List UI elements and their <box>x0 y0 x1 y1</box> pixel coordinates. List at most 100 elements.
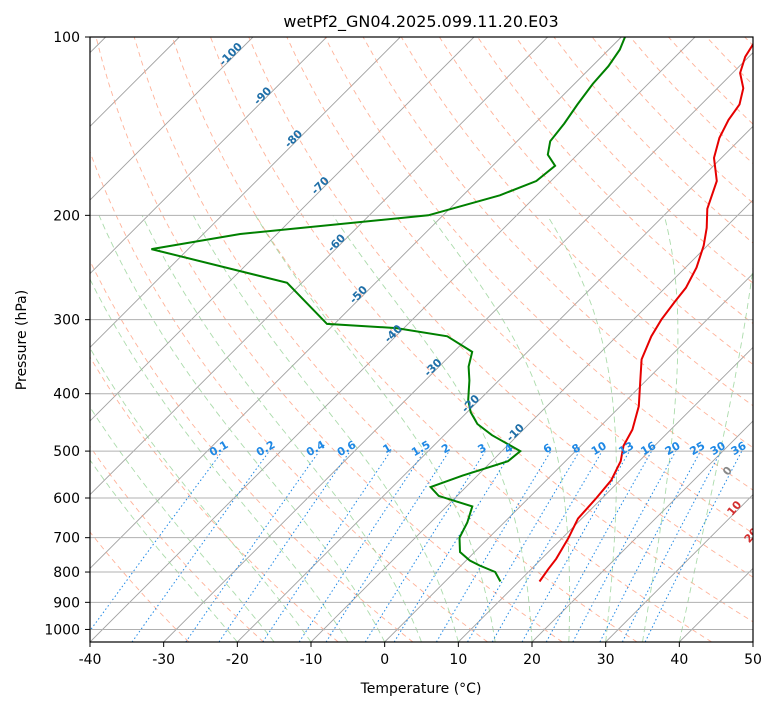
mixing-ratio-label: 1 <box>381 441 394 456</box>
y-axis: 100 200 300 400 500 600 700 800 900 1000 <box>44 30 90 638</box>
mixing-ratio-label: 2 <box>439 441 452 456</box>
mixing-ratio-line <box>90 450 223 632</box>
isotherm-line <box>90 37 401 348</box>
y-tick-label: 500 <box>53 444 80 460</box>
x-tick-label: 30 <box>597 652 615 668</box>
isotherm-label: -70 <box>309 174 332 197</box>
mixing-ratio-line <box>644 450 743 642</box>
moist-adiabat-line <box>90 459 238 642</box>
y-tick-label: 800 <box>53 565 80 581</box>
mixing-ratio-label: 8 <box>570 441 583 456</box>
wetbulb-label: 30 <box>754 550 774 570</box>
dry-adiabat-line <box>591 37 753 204</box>
isotherm-line <box>90 37 254 201</box>
moist-adiabat-line <box>642 215 679 642</box>
moist-adiabat-line <box>90 406 275 642</box>
isotherm-label: -80 <box>282 127 305 150</box>
isotherm-line <box>752 641 753 642</box>
x-tick-label: 0 <box>380 652 389 668</box>
dry-adiabat-line <box>439 37 753 365</box>
isotherm-line <box>531 420 753 642</box>
x-axis-label: Temperature (°C) <box>360 681 482 697</box>
x-tick-label: -20 <box>226 652 249 668</box>
mixing-ratio-line <box>521 450 630 642</box>
mixing-ratio-line <box>298 450 425 642</box>
x-tick-label: 50 <box>744 652 762 668</box>
dewpoint-profile <box>151 37 626 582</box>
moist-adiabat-line <box>141 215 422 642</box>
dry-adiabat-line <box>95 37 563 642</box>
mixing-ratio-line <box>599 450 701 642</box>
mixing-ratio-line <box>325 450 450 642</box>
isotherm-line <box>163 52 753 642</box>
moist-adiabat-line <box>429 215 571 642</box>
dry-adiabat-line <box>744 37 753 47</box>
wetbulb-label: 0 <box>720 464 735 478</box>
background-lines <box>90 37 753 642</box>
mixing-ratio-line <box>131 450 270 642</box>
moist-adiabat-line <box>332 215 533 642</box>
dry-adiabat-line <box>286 37 753 534</box>
mixing-ratio-label: 13 <box>616 439 636 458</box>
isotherm-label: -90 <box>251 84 274 107</box>
isotherm-label: -60 <box>325 231 348 254</box>
isotherm-line <box>90 37 622 569</box>
y-tick-label: 200 <box>53 208 80 224</box>
mixing-ratio-line <box>545 450 653 642</box>
background-line-labels: -100 -90 -80 -70 -60 -50 -40 -30 -20 -10 0.1 0.2 0.4… <box>207 40 775 598</box>
mixing-ratio-line <box>262 450 392 642</box>
dry-adiabat-line <box>90 356 339 642</box>
isotherm-line <box>605 494 753 642</box>
dry-adiabat-line <box>706 37 753 86</box>
profile-lines <box>151 37 753 583</box>
wetbulb-label: 20 <box>742 525 762 545</box>
moist-adiabat-line <box>90 347 312 642</box>
mixing-ratio-line <box>393 450 513 642</box>
mixing-ratio-label: 0.6 <box>335 438 359 459</box>
x-axis: -40 -30 -20 -10 0 10 20 30 40 50 <box>79 642 762 668</box>
mixing-ratio-label: 0.2 <box>254 438 277 459</box>
x-tick-label: -30 <box>152 652 175 668</box>
isotherm-line <box>458 346 753 642</box>
isotherm-line <box>90 37 327 275</box>
dry-adiabat-line <box>90 531 190 642</box>
y-tick-label: 600 <box>53 491 80 507</box>
x-tick-label: -40 <box>79 652 102 668</box>
dry-adiabat-line <box>90 150 488 642</box>
isotherm-label: -20 <box>459 392 482 415</box>
mixing-ratio-line <box>185 450 320 642</box>
y-tick-label: 100 <box>53 30 80 46</box>
mixing-ratio-line <box>364 450 486 642</box>
dry-adiabat-line <box>90 445 264 642</box>
y-tick-label: 900 <box>53 595 80 611</box>
dry-adiabat-line <box>210 37 753 623</box>
isotherm-line <box>384 273 753 642</box>
temperature-profile <box>538 42 753 583</box>
dry-adiabat-line <box>248 37 753 578</box>
isotherm-line <box>237 125 753 642</box>
y-tick-label: 300 <box>53 313 80 329</box>
mixing-ratio-line <box>218 450 351 642</box>
chart-title: wetPf2_GN04.2025.099.11.20.E03 <box>283 12 558 32</box>
wetbulb-label: 40 <box>762 578 775 598</box>
isotherm-label: -40 <box>382 322 405 345</box>
mixing-ratio-label: 10 <box>589 439 609 458</box>
isotherm-line <box>90 37 475 422</box>
dry-adiabat-line <box>553 37 753 244</box>
isotherm-line <box>90 37 548 496</box>
isotherm-label: -100 <box>216 40 245 69</box>
mixing-ratio-label: 0.4 <box>304 438 328 459</box>
x-tick-label: -10 <box>300 652 323 668</box>
y-tick-label: 1000 <box>44 622 80 638</box>
dry-adiabat-line <box>133 37 638 642</box>
isotherm-label: -50 <box>347 283 370 306</box>
dry-adiabat-line <box>90 259 414 642</box>
dry-adiabat-line <box>515 37 753 284</box>
mixing-ratio-label: 16 <box>639 439 659 458</box>
wetbulb-label: 10 <box>725 498 745 518</box>
y-tick-label: 700 <box>53 531 80 547</box>
mixing-ratio-label: 1.5 <box>409 438 432 459</box>
x-tick-label: 40 <box>670 652 688 668</box>
dry-adiabat-line <box>477 37 753 325</box>
